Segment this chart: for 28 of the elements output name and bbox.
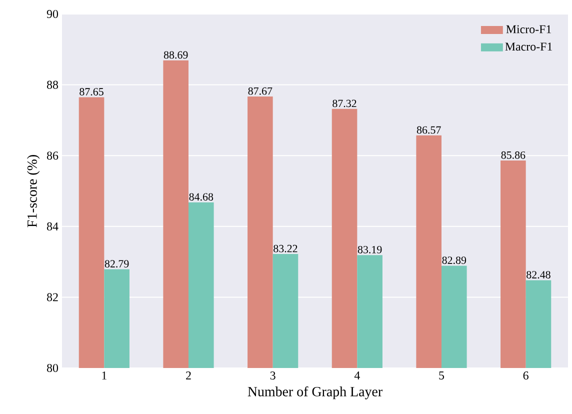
data-label: 84.68 [189, 193, 214, 201]
x-tick-label: 6 [523, 372, 528, 380]
x-axis-title: Number of Graph Layer [248, 386, 382, 400]
data-label: 88.69 [164, 51, 188, 59]
legend-label: Micro-F1 [506, 25, 551, 34]
y-axis-title: F1-score (%) [27, 155, 40, 228]
data-label: 87.67 [248, 87, 272, 95]
data-label: 82.79 [104, 260, 129, 268]
data-label: 85.86 [501, 151, 526, 159]
x-tick-label: 3 [270, 372, 276, 380]
data-label: 82.48 [526, 271, 550, 279]
legend-label: Macro-F1 [505, 42, 552, 51]
x-tick-label: 4 [354, 372, 360, 380]
data-label: 83.22 [274, 244, 298, 252]
y-tick-label: 82 [46, 293, 58, 302]
x-tick-label: 1 [102, 372, 106, 380]
data-label: 86.57 [416, 126, 441, 134]
data-label: 87.32 [332, 100, 356, 108]
y-tick-label: 90 [46, 10, 58, 18]
y-tick-label: 84 [46, 222, 58, 230]
y-tick-label: 86 [46, 152, 58, 160]
y-tick-label: 80 [46, 364, 58, 372]
data-label: 82.89 [442, 256, 466, 264]
data-label: 83.19 [358, 246, 382, 254]
x-tick-label: 2 [186, 372, 191, 380]
data-label: 87.65 [80, 88, 104, 96]
y-tick-label: 88 [46, 80, 58, 89]
x-tick-label: 5 [439, 372, 444, 380]
